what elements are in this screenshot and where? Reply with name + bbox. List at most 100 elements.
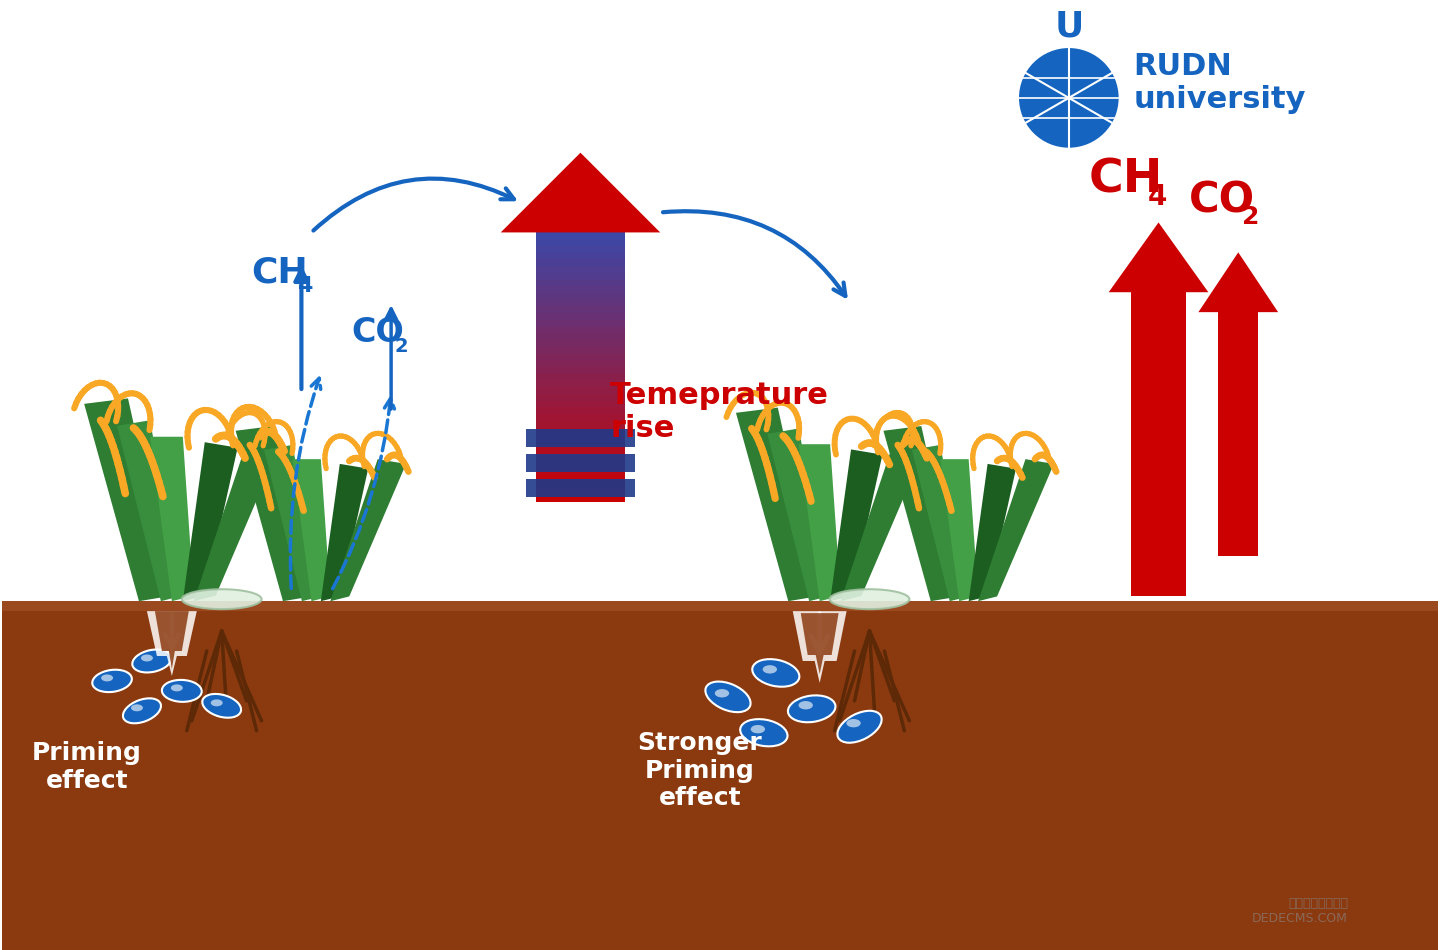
Ellipse shape — [752, 659, 799, 687]
Bar — [526, 479, 635, 497]
Bar — [536, 394, 625, 401]
Polygon shape — [940, 459, 978, 601]
Bar — [536, 360, 625, 367]
Bar — [536, 353, 625, 360]
Text: CH: CH — [252, 256, 308, 289]
Bar — [536, 239, 625, 246]
Text: Temeprature
rise: Temeprature rise — [611, 381, 829, 443]
Bar — [536, 414, 625, 421]
Bar — [526, 428, 635, 446]
Bar — [536, 434, 625, 441]
Bar — [536, 482, 625, 488]
Text: 4: 4 — [1148, 182, 1166, 211]
Bar — [536, 401, 625, 408]
Ellipse shape — [132, 650, 171, 673]
Text: 4: 4 — [298, 276, 312, 296]
Bar — [536, 259, 625, 266]
Ellipse shape — [131, 704, 143, 712]
Text: CO: CO — [1188, 180, 1254, 221]
Bar — [536, 286, 625, 293]
Polygon shape — [3, 601, 1437, 611]
Ellipse shape — [101, 674, 114, 681]
Polygon shape — [801, 613, 838, 674]
Polygon shape — [841, 445, 924, 601]
Bar — [536, 468, 625, 475]
Polygon shape — [156, 611, 189, 669]
Polygon shape — [117, 420, 183, 601]
Bar — [536, 475, 625, 482]
Polygon shape — [236, 426, 311, 601]
Ellipse shape — [141, 655, 153, 661]
Bar — [536, 347, 625, 353]
Ellipse shape — [750, 725, 765, 733]
Bar — [536, 367, 625, 373]
Polygon shape — [978, 459, 1054, 601]
Ellipse shape — [740, 719, 788, 747]
Polygon shape — [736, 408, 819, 601]
Polygon shape — [501, 153, 660, 233]
Polygon shape — [912, 445, 969, 601]
Bar — [536, 266, 625, 273]
Ellipse shape — [202, 694, 240, 717]
Polygon shape — [1218, 313, 1259, 557]
Polygon shape — [1109, 222, 1208, 293]
Polygon shape — [799, 445, 841, 601]
Ellipse shape — [799, 701, 814, 710]
Polygon shape — [793, 611, 847, 683]
Text: CH: CH — [1089, 158, 1164, 202]
Text: RUDN
university: RUDN university — [1133, 51, 1306, 114]
Bar — [536, 327, 625, 333]
Polygon shape — [330, 459, 406, 601]
Bar — [536, 307, 625, 314]
Bar — [536, 246, 625, 253]
Polygon shape — [264, 445, 321, 601]
Bar — [536, 488, 625, 495]
Ellipse shape — [161, 680, 202, 702]
Bar — [536, 454, 625, 461]
Text: U: U — [1054, 10, 1083, 43]
Bar — [536, 314, 625, 320]
Circle shape — [1020, 48, 1119, 147]
Ellipse shape — [838, 711, 881, 743]
Bar — [536, 461, 625, 468]
Text: Priming
effect: Priming effect — [32, 741, 143, 792]
Bar — [536, 495, 625, 502]
Polygon shape — [1198, 253, 1279, 313]
Ellipse shape — [171, 684, 183, 692]
Polygon shape — [150, 437, 194, 601]
Polygon shape — [829, 449, 883, 601]
Bar — [536, 441, 625, 447]
Polygon shape — [969, 464, 1017, 601]
Text: CO: CO — [351, 316, 405, 349]
Bar — [536, 253, 625, 259]
Ellipse shape — [122, 698, 161, 723]
Ellipse shape — [763, 665, 778, 674]
Polygon shape — [1130, 293, 1187, 597]
Ellipse shape — [714, 689, 729, 697]
Bar — [536, 279, 625, 286]
Ellipse shape — [210, 699, 223, 706]
Polygon shape — [292, 459, 330, 601]
Text: Stronger
Priming
effect: Stronger Priming effect — [638, 731, 762, 810]
Bar — [536, 428, 625, 434]
Bar — [536, 333, 625, 340]
Bar — [536, 421, 625, 428]
Polygon shape — [321, 464, 369, 601]
Text: 2: 2 — [395, 337, 408, 356]
Bar — [536, 447, 625, 454]
Polygon shape — [884, 426, 959, 601]
Bar — [536, 320, 625, 327]
Bar — [536, 233, 625, 239]
Polygon shape — [147, 611, 197, 676]
Bar — [536, 388, 625, 394]
Ellipse shape — [788, 695, 835, 722]
Bar — [536, 408, 625, 414]
Ellipse shape — [706, 681, 750, 712]
Polygon shape — [194, 437, 281, 601]
Ellipse shape — [92, 670, 132, 693]
Bar — [536, 373, 625, 380]
Text: 织梦内容管理系统
DEDECMS.COM: 织梦内容管理系统 DEDECMS.COM — [1251, 897, 1348, 925]
Bar — [536, 299, 625, 307]
Polygon shape — [84, 398, 171, 601]
Text: 2: 2 — [1243, 205, 1260, 230]
